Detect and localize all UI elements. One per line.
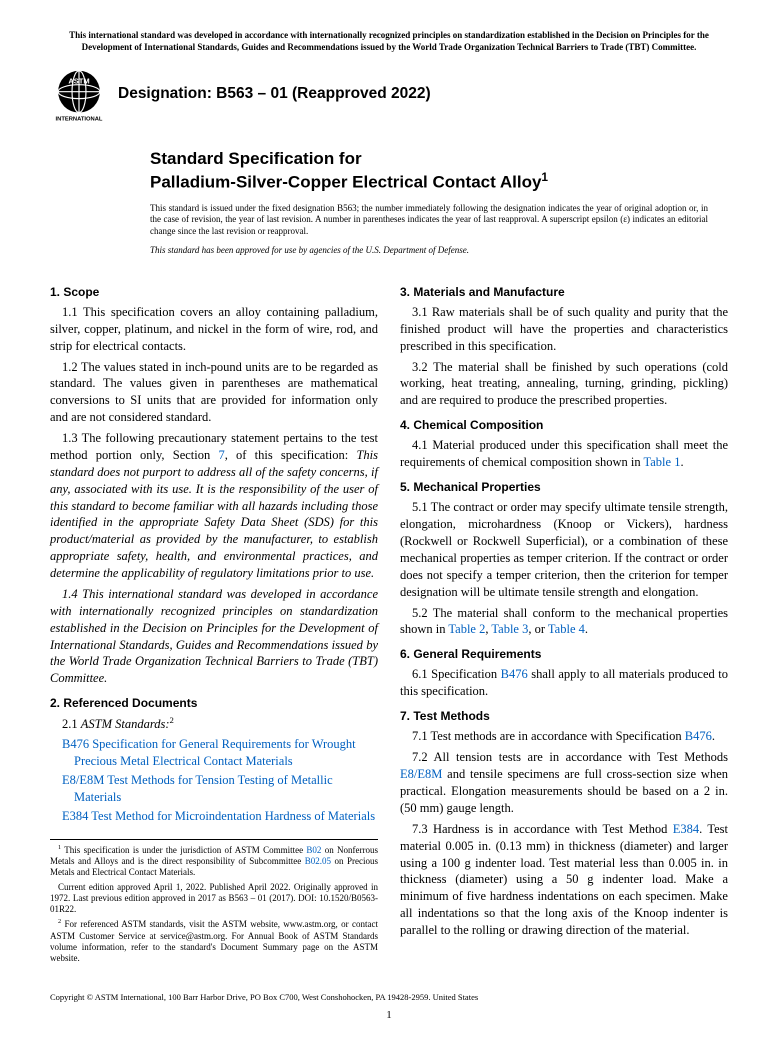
- b0205-link[interactable]: B02.05: [305, 856, 331, 866]
- table-1-link[interactable]: Table 1: [643, 455, 680, 469]
- para-6-1: 6.1 Specification B476 shall apply to al…: [400, 666, 728, 700]
- b476-sec6-link[interactable]: B476: [501, 667, 528, 681]
- table-4-link[interactable]: Table 4: [548, 622, 585, 636]
- svg-text:ASTM: ASTM: [68, 77, 89, 86]
- para-1-4: 1.4 This international standard was deve…: [50, 586, 378, 687]
- title-prefix: Standard Specification for: [150, 148, 728, 169]
- footnotes: 1 This specification is under the jurisd…: [50, 839, 378, 965]
- section-3-head: 3. Materials and Manufacture: [400, 284, 728, 300]
- b02-link[interactable]: B02: [306, 845, 321, 855]
- dod-note: This standard has been approved for use …: [150, 244, 728, 256]
- designation: Designation: B563 – 01 (Reapproved 2022): [118, 84, 431, 105]
- ref-b476: B476 Specification for General Requireme…: [62, 736, 378, 770]
- e8-title-link[interactable]: Test Methods for Tension Testing of Meta…: [74, 773, 333, 804]
- e384-sec7-link[interactable]: E384: [673, 822, 699, 836]
- header-row: ASTM INTERNATIONAL Designation: B563 – 0…: [50, 65, 728, 123]
- table-3-link[interactable]: Table 3: [491, 622, 528, 636]
- section-5-head: 5. Mechanical Properties: [400, 479, 728, 495]
- astm-logo: ASTM INTERNATIONAL: [50, 65, 108, 123]
- section-2-head: 2. Referenced Documents: [50, 695, 378, 711]
- ref-e8: E8/E8M Test Methods for Tension Testing …: [62, 772, 378, 806]
- left-column: 1. Scope 1.1 This specification covers a…: [50, 276, 378, 968]
- para-1-1: 1.1 This specification covers an alloy c…: [50, 304, 378, 355]
- footnote-1: 1 This specification is under the jurisd…: [50, 844, 378, 879]
- para-3-1: 3.1 Raw materials shall be of such quali…: [400, 304, 728, 355]
- b476-title-link[interactable]: Specification for General Requirements f…: [74, 737, 356, 768]
- para-5-2: 5.2 The material shall conform to the me…: [400, 605, 728, 639]
- para-5-1: 5.1 The contract or order may specify ul…: [400, 499, 728, 600]
- section-1-head: 1. Scope: [50, 284, 378, 300]
- right-column: 3. Materials and Manufacture 3.1 Raw mat…: [400, 276, 728, 968]
- table-2-link[interactable]: Table 2: [448, 622, 485, 636]
- ref-e384: E384 Test Method for Microindentation Ha…: [62, 808, 378, 825]
- para-7-1: 7.1 Test methods are in accordance with …: [400, 728, 728, 745]
- e384-link[interactable]: E384: [62, 809, 88, 823]
- para-4-1: 4.1 Material produced under this specifi…: [400, 437, 728, 471]
- section-7-head: 7. Test Methods: [400, 708, 728, 724]
- section-4-head: 4. Chemical Composition: [400, 417, 728, 433]
- copyright: Copyright © ASTM International, 100 Barr…: [50, 992, 478, 1003]
- para-7-2: 7.2 All tension tests are in accordance …: [400, 749, 728, 817]
- columns: 1. Scope 1.1 This specification covers a…: [50, 276, 728, 968]
- e8-link[interactable]: E8/E8M: [62, 773, 104, 787]
- e384-title-link[interactable]: Test Method for Microindentation Hardnes…: [91, 809, 375, 823]
- footnote-1b: Current edition approved April 1, 2022. …: [50, 882, 378, 916]
- intro-note: This standard is issued under the fixed …: [150, 203, 708, 238]
- title-block: Standard Specification for Palladium-Sil…: [150, 148, 728, 192]
- page-number: 1: [50, 1008, 728, 1023]
- para-7-3: 7.3 Hardness is in accordance with Test …: [400, 821, 728, 939]
- para-1-2: 1.2 The values stated in inch-pound unit…: [50, 359, 378, 427]
- para-3-2: 3.2 The material shall be finished by su…: [400, 359, 728, 410]
- b476-link[interactable]: B476: [62, 737, 89, 751]
- astm-standards-subhead: 2.1 ASTM Standards:2: [50, 715, 378, 733]
- title-main: Palladium-Silver-Copper Electrical Conta…: [150, 170, 728, 193]
- top-notice: This international standard was develope…: [50, 30, 728, 53]
- para-1-3: 1.3 The following precautionary statemen…: [50, 430, 378, 582]
- svg-text:INTERNATIONAL: INTERNATIONAL: [56, 117, 103, 123]
- e8-sec7-link[interactable]: E8/E8M: [400, 767, 442, 781]
- section-6-head: 6. General Requirements: [400, 646, 728, 662]
- footnote-2: 2 For referenced ASTM standards, visit t…: [50, 918, 378, 964]
- b476-sec7-link[interactable]: B476: [685, 729, 712, 743]
